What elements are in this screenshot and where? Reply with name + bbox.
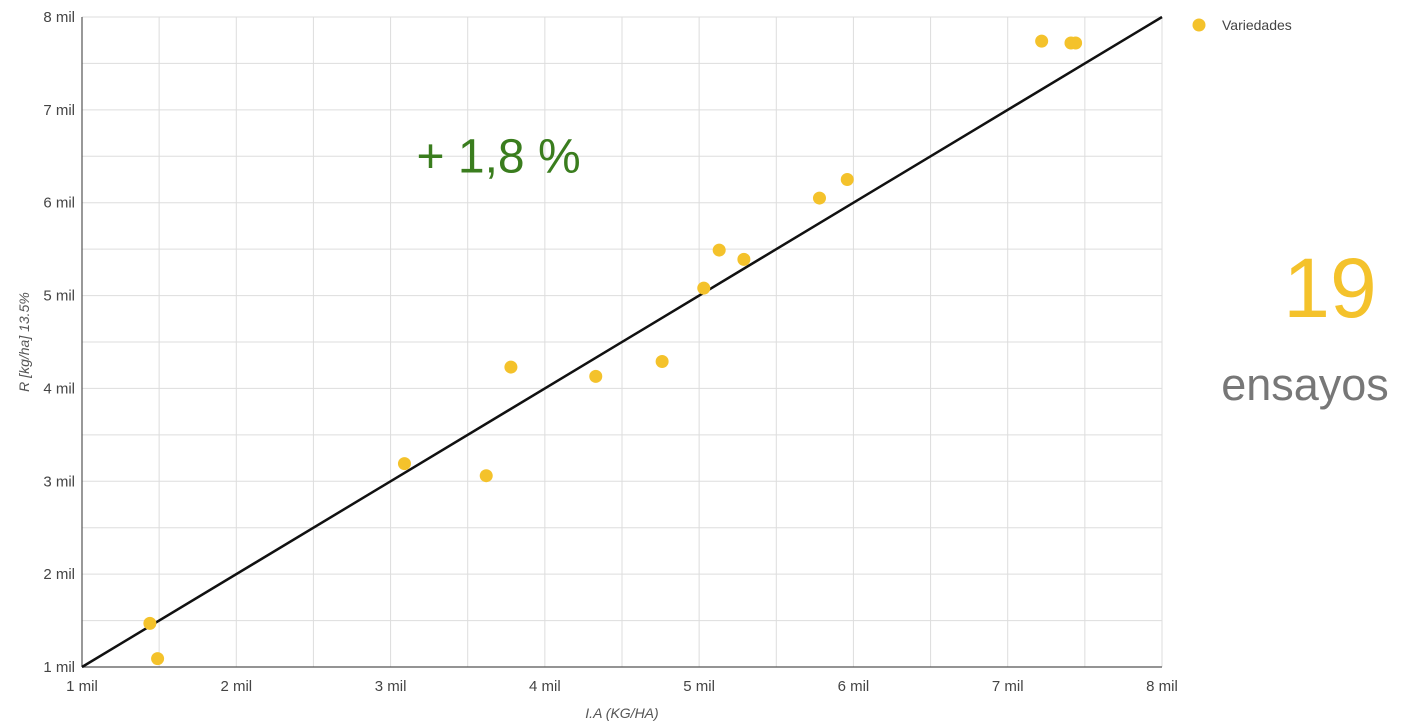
data-point — [812, 191, 826, 205]
x-tick-label: 1 mil — [66, 678, 98, 695]
data-point — [397, 457, 411, 471]
data-point — [589, 369, 603, 383]
x-tick-label: 2 mil — [220, 678, 252, 695]
x-tick-label: 8 mil — [1146, 678, 1178, 695]
x-axis-ticks: 1 mil 2 mil 3 mil 4 mil 5 mil 6 mil 7 mil 8 mil — [66, 678, 1178, 695]
x-tick-label: 6 mil — [838, 678, 870, 695]
y-tick-label: 5 mil — [43, 288, 75, 305]
data-point — [655, 355, 669, 368]
x-tick-label: 7 mil — [992, 678, 1024, 695]
chart-axes — [81, 17, 1162, 668]
trial-count: 19 — [1283, 241, 1377, 335]
y-tick-label: 2 mil — [43, 566, 75, 583]
x-axis-title: I.A (KG/HA) — [585, 705, 658, 721]
reference-line — [81, 15, 1163, 669]
data-point — [1069, 36, 1083, 50]
data-point — [697, 281, 711, 295]
y-tick-label: 3 mil — [43, 473, 75, 490]
data-point — [712, 243, 726, 257]
data-point — [504, 360, 518, 374]
data-points — [143, 34, 1083, 666]
y-tick-label: 4 mil — [43, 380, 75, 397]
x-tick-label: 5 mil — [683, 678, 715, 695]
y-tick-label: 6 mil — [43, 195, 75, 212]
legend-marker-icon — [1192, 18, 1206, 32]
grid-lines — [82, 16, 1163, 667]
legend: Variedades — [1192, 17, 1292, 33]
data-point — [143, 616, 157, 630]
data-point — [840, 173, 854, 186]
data-point — [151, 652, 165, 666]
y-tick-label: 7 mil — [43, 102, 75, 119]
y-tick-label: 8 mil — [43, 9, 75, 26]
y-tick-label: 1 mil — [43, 659, 75, 676]
data-point — [1035, 34, 1049, 48]
trial-count-label: ensayos — [1221, 359, 1389, 410]
data-point — [479, 469, 493, 483]
legend-label: Variedades — [1222, 17, 1292, 33]
percent-annotation: + 1,8 % — [417, 130, 581, 183]
data-point — [737, 252, 751, 266]
y-axis-title: R [kg/ha] 13.5% — [16, 292, 32, 392]
y-axis-ticks: 1 mil 2 mil 3 mil 4 mil 5 mil 6 mil 7 mil 8 mil — [43, 9, 75, 676]
reference-line-group — [81, 15, 1163, 669]
x-tick-label: 4 mil — [529, 678, 561, 695]
x-tick-label: 3 mil — [375, 678, 407, 695]
